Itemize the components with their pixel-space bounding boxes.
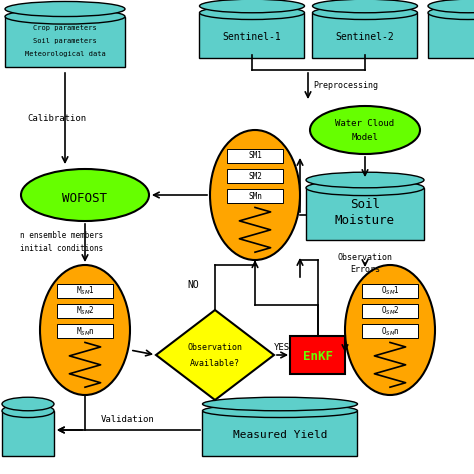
- Text: WOFOST: WOFOST: [63, 192, 108, 206]
- Bar: [227, 169, 283, 183]
- Bar: [202, 411, 357, 456]
- Text: n ensemble members: n ensemble members: [20, 230, 103, 239]
- Ellipse shape: [202, 397, 357, 411]
- Text: Observation: Observation: [188, 343, 243, 352]
- Ellipse shape: [21, 169, 149, 221]
- Ellipse shape: [428, 0, 474, 13]
- Ellipse shape: [5, 1, 125, 17]
- Ellipse shape: [210, 130, 300, 260]
- Text: O$_{SM}$n: O$_{SM}$n: [381, 325, 400, 337]
- Text: Moisture: Moisture: [335, 213, 395, 227]
- Text: Errors: Errors: [350, 265, 380, 274]
- Text: Validation: Validation: [101, 416, 155, 425]
- Bar: [200, 13, 304, 58]
- Text: YES: YES: [274, 343, 290, 352]
- Bar: [57, 284, 113, 298]
- Ellipse shape: [312, 6, 418, 19]
- Text: O$_{SM}$1: O$_{SM}$1: [381, 285, 400, 297]
- Text: M$_{SM}$1: M$_{SM}$1: [75, 285, 94, 297]
- Text: Meteorological data: Meteorological data: [25, 51, 105, 57]
- Text: Soil: Soil: [350, 198, 380, 210]
- Text: Crop parameters: Crop parameters: [33, 25, 97, 31]
- Text: Sentinel-2: Sentinel-2: [336, 32, 394, 42]
- Bar: [291, 336, 346, 374]
- Text: Available?: Available?: [190, 358, 240, 367]
- Text: Water Cloud: Water Cloud: [336, 118, 394, 128]
- Ellipse shape: [5, 9, 125, 24]
- Bar: [57, 324, 113, 338]
- Bar: [362, 304, 418, 319]
- Bar: [428, 13, 474, 58]
- Ellipse shape: [428, 6, 474, 19]
- Text: Preprocessing: Preprocessing: [313, 81, 378, 90]
- Polygon shape: [156, 310, 274, 400]
- Bar: [306, 188, 424, 240]
- Ellipse shape: [345, 265, 435, 395]
- Text: Calibration: Calibration: [27, 113, 86, 122]
- Text: M$_{SM}$n: M$_{SM}$n: [75, 325, 94, 337]
- Ellipse shape: [2, 397, 54, 411]
- Text: Model: Model: [352, 134, 378, 143]
- Text: EnKF: EnKF: [303, 350, 333, 364]
- Text: M$_{SM}$2: M$_{SM}$2: [75, 305, 94, 318]
- Ellipse shape: [40, 265, 130, 395]
- Text: NO: NO: [187, 280, 199, 290]
- Bar: [2, 411, 54, 456]
- Bar: [57, 304, 113, 319]
- Text: Observation: Observation: [337, 254, 392, 263]
- Ellipse shape: [306, 172, 424, 188]
- Ellipse shape: [200, 6, 304, 19]
- Text: SM2: SM2: [248, 172, 262, 181]
- Text: Soil parameters: Soil parameters: [33, 38, 97, 44]
- Ellipse shape: [2, 404, 54, 418]
- Bar: [362, 324, 418, 338]
- Text: SM1: SM1: [248, 152, 262, 161]
- Bar: [227, 189, 283, 203]
- Bar: [312, 13, 418, 58]
- Text: Sentinel-1: Sentinel-1: [223, 32, 282, 42]
- Ellipse shape: [306, 180, 424, 196]
- Bar: [5, 17, 125, 67]
- Ellipse shape: [202, 404, 357, 418]
- Text: SMn: SMn: [248, 192, 262, 201]
- Ellipse shape: [200, 0, 304, 13]
- Text: Measured Yield: Measured Yield: [233, 430, 327, 440]
- Text: O$_{SM}$2: O$_{SM}$2: [381, 305, 400, 318]
- Bar: [227, 149, 283, 163]
- Ellipse shape: [312, 0, 418, 13]
- Ellipse shape: [310, 106, 420, 154]
- Bar: [362, 284, 418, 298]
- Text: initial conditions: initial conditions: [20, 244, 103, 253]
